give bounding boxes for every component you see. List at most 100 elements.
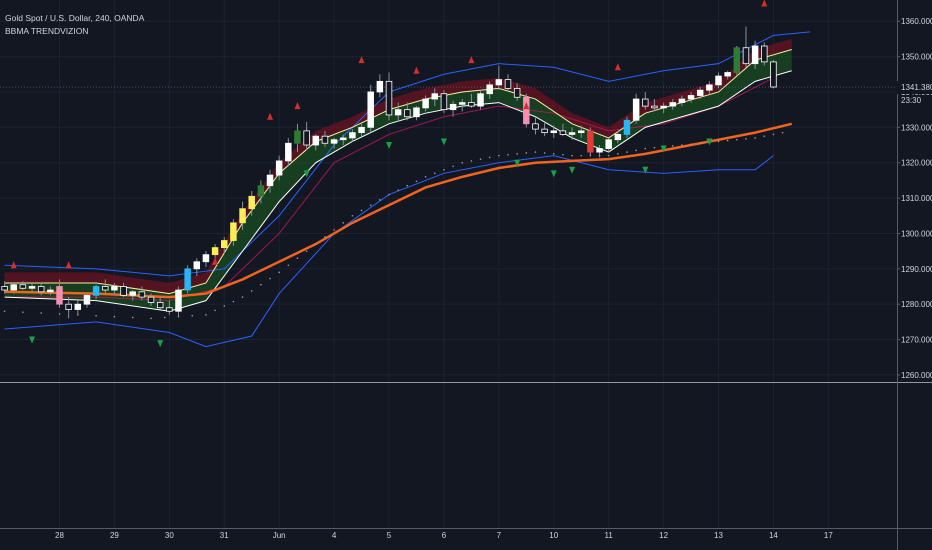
candle[interactable] (330, 137, 338, 149)
candle[interactable] (440, 90, 448, 114)
candle[interactable] (587, 127, 594, 156)
y-tick-label: 1310.000 (901, 194, 932, 203)
candle[interactable] (275, 155, 283, 181)
candle[interactable] (202, 251, 210, 268)
candle[interactable] (605, 137, 612, 153)
candle[interactable] (1, 281, 8, 294)
candle[interactable] (230, 219, 237, 246)
arrow-up-marker (761, 0, 768, 7)
candle[interactable] (184, 265, 191, 294)
candle[interactable] (138, 286, 146, 301)
candle[interactable] (47, 286, 54, 296)
candle[interactable] (751, 40, 759, 69)
candle[interactable] (358, 123, 365, 137)
candle[interactable] (83, 293, 91, 308)
arrow-up-marker (413, 66, 420, 74)
candle[interactable] (687, 91, 695, 103)
candle[interactable] (28, 282, 36, 292)
candle[interactable] (596, 145, 603, 158)
candle[interactable] (10, 282, 17, 294)
candle[interactable] (294, 123, 301, 153)
indicator-name[interactable]: BBMA TRENDVIZION (5, 26, 89, 36)
candle[interactable] (495, 65, 503, 91)
candle[interactable] (761, 42, 768, 66)
candle[interactable] (193, 258, 201, 276)
candle[interactable] (642, 91, 649, 110)
dot-marker (626, 151, 628, 153)
candle[interactable] (523, 93, 530, 128)
candle[interactable] (376, 74, 384, 98)
candle[interactable] (120, 282, 127, 298)
candle[interactable] (532, 116, 539, 135)
candle[interactable] (614, 130, 622, 144)
dot-marker (543, 152, 546, 154)
candle[interactable] (239, 201, 246, 230)
candle[interactable] (147, 293, 155, 306)
candle[interactable] (449, 100, 457, 117)
candle[interactable] (733, 45, 741, 77)
candle[interactable] (468, 93, 475, 108)
candle[interactable] (632, 93, 640, 124)
candle[interactable] (541, 122, 548, 137)
candle[interactable] (504, 74, 512, 92)
candle[interactable] (550, 125, 557, 138)
candle[interactable] (394, 102, 402, 123)
candle[interactable] (651, 99, 658, 112)
candle[interactable] (156, 297, 164, 310)
candle-body (513, 88, 521, 98)
candle[interactable] (715, 72, 722, 89)
candle[interactable] (166, 300, 173, 315)
candle[interactable] (266, 169, 274, 193)
candle[interactable] (559, 123, 567, 137)
candles[interactable] (1, 26, 777, 319)
candle[interactable] (669, 99, 676, 110)
candle-body (486, 84, 493, 95)
candle[interactable] (340, 134, 347, 146)
candle[interactable] (724, 70, 731, 80)
candle-body (596, 148, 603, 153)
candle[interactable] (56, 279, 63, 308)
candle[interactable] (742, 26, 750, 68)
candle[interactable] (129, 290, 136, 301)
candle[interactable] (477, 90, 484, 110)
candle-body (92, 286, 100, 296)
candle[interactable] (19, 281, 27, 291)
candle[interactable] (513, 83, 521, 101)
candle[interactable] (285, 137, 292, 167)
candle[interactable] (486, 81, 493, 100)
candle[interactable] (257, 180, 265, 204)
candle[interactable] (678, 95, 686, 107)
candle[interactable] (706, 81, 713, 94)
candle[interactable] (413, 106, 420, 121)
symbol-title[interactable]: Gold Spot / U.S. Dollar, 240, OANDA (5, 13, 145, 23)
candle[interactable] (660, 102, 667, 114)
candle[interactable] (92, 284, 100, 299)
candle[interactable] (458, 99, 466, 112)
candle-body (541, 128, 548, 134)
candle[interactable] (696, 86, 704, 100)
candle[interactable] (623, 116, 631, 138)
candle[interactable] (175, 286, 182, 317)
candle[interactable] (431, 88, 439, 107)
candle[interactable] (102, 279, 109, 294)
candle[interactable] (577, 125, 585, 138)
candle[interactable] (303, 122, 310, 151)
candle[interactable] (111, 282, 118, 296)
candle[interactable] (404, 102, 411, 121)
candle[interactable] (422, 95, 429, 112)
candle[interactable] (65, 297, 72, 319)
candle[interactable] (385, 72, 393, 121)
candle[interactable] (321, 130, 329, 147)
candle[interactable] (568, 127, 576, 140)
candle[interactable] (312, 134, 320, 151)
candle[interactable] (248, 191, 255, 216)
candle[interactable] (349, 129, 356, 142)
x-tick-label: 4 (332, 531, 337, 540)
candle[interactable] (37, 282, 45, 296)
candle[interactable] (74, 300, 82, 315)
candle[interactable] (221, 236, 228, 253)
candle[interactable] (770, 60, 777, 89)
candle[interactable] (367, 84, 374, 133)
bb-lower-line (4, 155, 774, 348)
